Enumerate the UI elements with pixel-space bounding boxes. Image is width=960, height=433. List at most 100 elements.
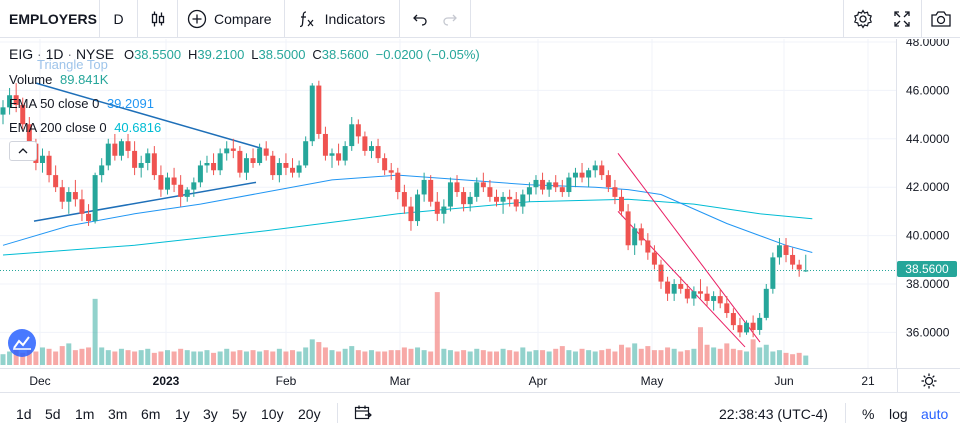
candle-body <box>494 196 499 202</box>
ema50-legend-value: 39.2091 <box>106 96 154 111</box>
candle-body <box>355 124 361 137</box>
candle <box>645 233 651 260</box>
candle <box>322 126 328 161</box>
range-20y-button[interactable]: 20y <box>298 406 321 422</box>
volume-bar <box>250 350 256 365</box>
screenshot-button[interactable] <box>921 0 960 38</box>
price-tick-label: 38.0000 <box>906 277 950 291</box>
volume-bar <box>26 350 32 365</box>
interval-button[interactable]: D <box>100 0 138 38</box>
range-5d-button[interactable]: 5d <box>45 406 61 422</box>
candle-body <box>362 136 368 151</box>
volume-bar <box>645 346 651 365</box>
candle-body <box>86 213 92 222</box>
candle-body <box>303 141 309 166</box>
volume-bar <box>13 348 19 365</box>
candle-body <box>296 165 302 173</box>
range-3y-button[interactable]: 3y <box>203 406 218 422</box>
bottom-bar: 1d 5d 1m 3m 6m 1y 3y 5y 10y 20y 22:38:43… <box>0 394 960 433</box>
volume-bar <box>224 348 230 365</box>
ema50-legend[interactable]: EMA 50 close 0 39.2091 <box>9 96 154 111</box>
time-label-2023: 2023 <box>152 374 180 388</box>
settings-button[interactable] <box>843 0 882 38</box>
candle <box>0 100 6 125</box>
axis-settings-button[interactable] <box>897 369 960 393</box>
volume-bar <box>507 350 513 365</box>
volume-bar <box>263 350 269 365</box>
auto-scale-button[interactable]: auto <box>921 406 949 422</box>
time-label-mar: Mar <box>389 374 411 388</box>
candle-body <box>99 165 105 176</box>
range-6m-button[interactable]: 6m <box>141 406 161 422</box>
volume-bar <box>632 343 638 365</box>
chart-style-button[interactable] <box>138 0 178 38</box>
volume-bar <box>651 350 657 365</box>
candle-body <box>191 182 197 190</box>
candle-body <box>651 252 657 265</box>
candle <box>145 148 151 171</box>
range-3m-button[interactable]: 3m <box>108 406 128 422</box>
candle-body <box>224 148 230 154</box>
legend-low-label: L <box>251 47 259 62</box>
candle <box>638 223 644 246</box>
candle <box>592 160 598 178</box>
volume-bar <box>92 298 98 365</box>
legend-low: 38.5000 <box>258 47 306 62</box>
candle-body <box>730 313 736 326</box>
candle-body <box>336 153 342 161</box>
candle-body <box>257 148 263 163</box>
date-range-button[interactable] <box>354 404 372 422</box>
candle-body <box>619 196 625 212</box>
percent-scale-button[interactable]: % <box>862 406 875 422</box>
candle-body <box>513 199 519 207</box>
clock-time[interactable]: 22:38:43 (UTC-4) <box>719 406 828 422</box>
price-chart[interactable]: 48.0000 46.0000 44.0000 42.0000 40.0000 38.00… <box>0 39 960 368</box>
volume-bar <box>441 348 447 365</box>
volume-bar <box>138 350 144 365</box>
candle <box>632 223 638 255</box>
candle <box>513 192 519 212</box>
candle-body <box>507 196 513 200</box>
candle <box>13 83 19 113</box>
volume-bar <box>79 348 85 365</box>
volume-bar <box>526 351 532 365</box>
volume-bar <box>145 348 151 365</box>
candle-body <box>487 187 493 197</box>
candle-body <box>803 270 809 272</box>
range-1d-button[interactable]: 1d <box>16 406 32 422</box>
time-axis[interactable]: Dec 2023 Feb Mar Apr May Jun 21 <box>0 368 960 393</box>
volume-bar <box>658 350 664 365</box>
candle-body <box>638 228 644 241</box>
symbol-search-button[interactable]: EMPLOYERS <box>0 0 100 38</box>
separator <box>337 403 338 423</box>
volume-bar <box>665 347 671 365</box>
collapse-legend-button[interactable] <box>9 141 37 161</box>
volume-legend[interactable]: Volume 89.841K <box>9 72 108 87</box>
candle-body <box>645 240 651 253</box>
candle-body <box>441 206 447 214</box>
log-scale-button[interactable]: log <box>889 406 908 422</box>
compare-label: Compare <box>214 10 272 27</box>
compare-button[interactable]: Compare <box>178 0 285 38</box>
tradingview-logo[interactable] <box>6 328 38 358</box>
ema200-legend[interactable]: EMA 200 close 0 40.6816 <box>9 120 161 135</box>
range-10y-button[interactable]: 10y <box>261 406 284 422</box>
volume-bar <box>776 350 782 365</box>
fullscreen-button[interactable] <box>882 0 921 38</box>
indicators-button[interactable]: Indicators <box>285 0 401 38</box>
candle <box>388 163 394 180</box>
range-1y-button[interactable]: 1y <box>175 406 190 422</box>
undo-icon[interactable] <box>412 11 428 27</box>
legend-high-label: H <box>187 47 198 62</box>
volume-bar <box>158 351 164 365</box>
range-5y-button[interactable]: 5y <box>232 406 247 422</box>
volume-bar <box>619 344 625 365</box>
redo-icon[interactable] <box>442 11 458 27</box>
candle <box>211 153 217 176</box>
candle-body <box>533 179 539 188</box>
volume-bar <box>744 351 750 365</box>
range-1m-button[interactable]: 1m <box>75 406 95 422</box>
plus-circle-icon <box>187 9 207 29</box>
candle <box>651 245 657 270</box>
candle <box>776 238 782 265</box>
